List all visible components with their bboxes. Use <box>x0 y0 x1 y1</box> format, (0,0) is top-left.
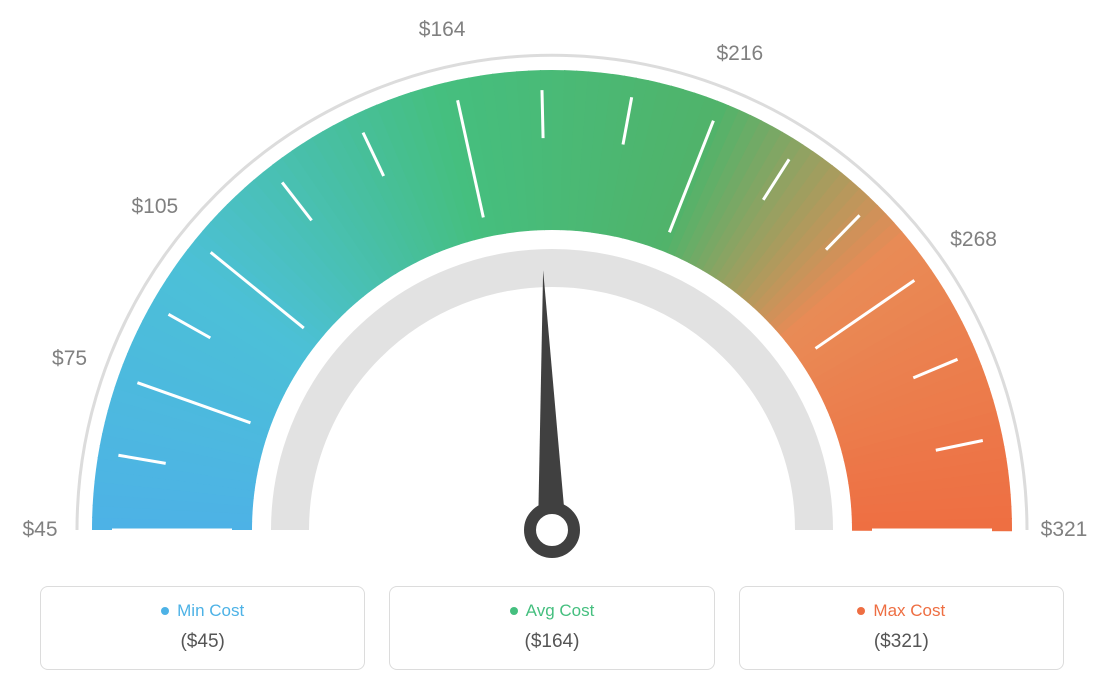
legend-row: Min Cost ($45) Avg Cost ($164) Max Cost … <box>40 586 1064 670</box>
legend-value-min: ($45) <box>51 631 354 653</box>
cost-gauge: $45 $75 $105 $164 $216 $268 $321 <box>0 0 1104 560</box>
legend-dot-min <box>161 607 169 615</box>
legend-value-avg: ($164) <box>400 631 703 653</box>
gauge-tick-label: $321 <box>1041 518 1088 542</box>
legend-dot-max <box>857 607 865 615</box>
gauge-svg <box>0 0 1104 560</box>
legend-title-min: Min Cost <box>161 601 244 621</box>
legend-title-max: Max Cost <box>857 601 945 621</box>
gauge-tick-label: $216 <box>716 42 763 66</box>
legend-label-avg: Avg Cost <box>526 601 595 621</box>
gauge-tick-label: $164 <box>419 18 466 42</box>
gauge-tick-label: $268 <box>950 228 997 252</box>
legend-card-max: Max Cost ($321) <box>739 586 1064 670</box>
legend-label-max: Max Cost <box>873 601 945 621</box>
legend-dot-avg <box>510 607 518 615</box>
legend-card-min: Min Cost ($45) <box>40 586 365 670</box>
legend-label-min: Min Cost <box>177 601 244 621</box>
legend-title-avg: Avg Cost <box>510 601 595 621</box>
gauge-tick-label: $75 <box>52 347 87 371</box>
legend-value-max: ($321) <box>750 631 1053 653</box>
gauge-tick-label: $105 <box>131 195 178 219</box>
gauge-tick-label: $45 <box>22 518 57 542</box>
legend-card-avg: Avg Cost ($164) <box>389 586 714 670</box>
